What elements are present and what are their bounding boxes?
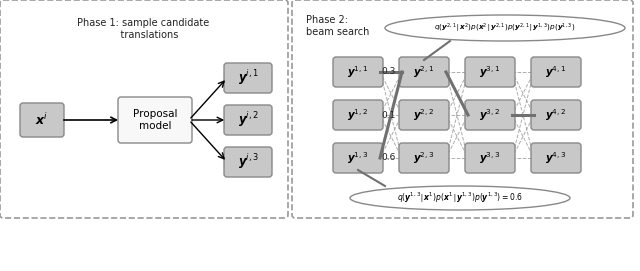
Text: Phase 2:
beam search: Phase 2: beam search xyxy=(306,15,369,37)
FancyBboxPatch shape xyxy=(333,57,383,87)
FancyBboxPatch shape xyxy=(465,143,515,173)
FancyBboxPatch shape xyxy=(465,57,515,87)
Text: $\boldsymbol{y}^{2,1}$: $\boldsymbol{y}^{2,1}$ xyxy=(413,64,435,80)
Text: $\boldsymbol{y}^{4,2}$: $\boldsymbol{y}^{4,2}$ xyxy=(545,107,566,123)
Text: Proposal
model: Proposal model xyxy=(132,109,177,131)
Text: $\boldsymbol{y}^{3,1}$: $\boldsymbol{y}^{3,1}$ xyxy=(479,64,500,80)
Text: $\boldsymbol{y}^{2,2}$: $\boldsymbol{y}^{2,2}$ xyxy=(413,107,435,123)
FancyBboxPatch shape xyxy=(399,100,449,130)
FancyBboxPatch shape xyxy=(333,100,383,130)
Text: $\boldsymbol{y}^{3,3}$: $\boldsymbol{y}^{3,3}$ xyxy=(479,150,500,166)
Ellipse shape xyxy=(350,186,570,210)
FancyBboxPatch shape xyxy=(399,57,449,87)
FancyBboxPatch shape xyxy=(224,63,272,93)
FancyBboxPatch shape xyxy=(531,57,581,87)
FancyBboxPatch shape xyxy=(224,147,272,177)
Text: $\boldsymbol{y}^{i,1}$: $\boldsymbol{y}^{i,1}$ xyxy=(237,69,259,88)
FancyBboxPatch shape xyxy=(118,97,192,143)
Text: $\boldsymbol{x}^i$: $\boldsymbol{x}^i$ xyxy=(35,112,49,128)
Text: $\boldsymbol{y}^{i,2}$: $\boldsymbol{y}^{i,2}$ xyxy=(237,111,259,130)
Text: $q(\boldsymbol{y}^{1,3}\! \mid\! \boldsymbol{x}^1)p(\boldsymbol{x}^1\! \mid\! \b: $q(\boldsymbol{y}^{1,3}\! \mid\! \boldsy… xyxy=(397,191,523,205)
Text: 0.6: 0.6 xyxy=(381,153,396,163)
Text: $\boldsymbol{y}^{4,1}$: $\boldsymbol{y}^{4,1}$ xyxy=(545,64,566,80)
Text: $\boldsymbol{y}^{i,3}$: $\boldsymbol{y}^{i,3}$ xyxy=(237,153,259,172)
Text: $\boldsymbol{y}^{1,2}$: $\boldsymbol{y}^{1,2}$ xyxy=(348,107,369,123)
FancyBboxPatch shape xyxy=(465,100,515,130)
Text: $\boldsymbol{y}^{3,2}$: $\boldsymbol{y}^{3,2}$ xyxy=(479,107,500,123)
FancyBboxPatch shape xyxy=(20,103,64,137)
Text: $\boldsymbol{y}^{2,3}$: $\boldsymbol{y}^{2,3}$ xyxy=(413,150,435,166)
FancyBboxPatch shape xyxy=(531,100,581,130)
Text: $\boldsymbol{y}^{4,3}$: $\boldsymbol{y}^{4,3}$ xyxy=(545,150,566,166)
Text: Phase 1: sample candidate
    translations: Phase 1: sample candidate translations xyxy=(77,18,209,40)
FancyBboxPatch shape xyxy=(333,143,383,173)
Text: $\boldsymbol{y}^{1,1}$: $\boldsymbol{y}^{1,1}$ xyxy=(348,64,369,80)
Ellipse shape xyxy=(385,15,625,41)
FancyBboxPatch shape xyxy=(399,143,449,173)
Text: $q(\boldsymbol{y}^{2,1}\! \mid\! \boldsymbol{x}^2)p(\boldsymbol{x}^2\! \mid\! \b: $q(\boldsymbol{y}^{2,1}\! \mid\! \boldsy… xyxy=(435,21,575,34)
Text: 0.3: 0.3 xyxy=(381,67,396,76)
FancyBboxPatch shape xyxy=(224,105,272,135)
Text: 0.1: 0.1 xyxy=(381,111,396,120)
Text: $\boldsymbol{y}^{1,3}$: $\boldsymbol{y}^{1,3}$ xyxy=(348,150,369,166)
FancyBboxPatch shape xyxy=(531,143,581,173)
